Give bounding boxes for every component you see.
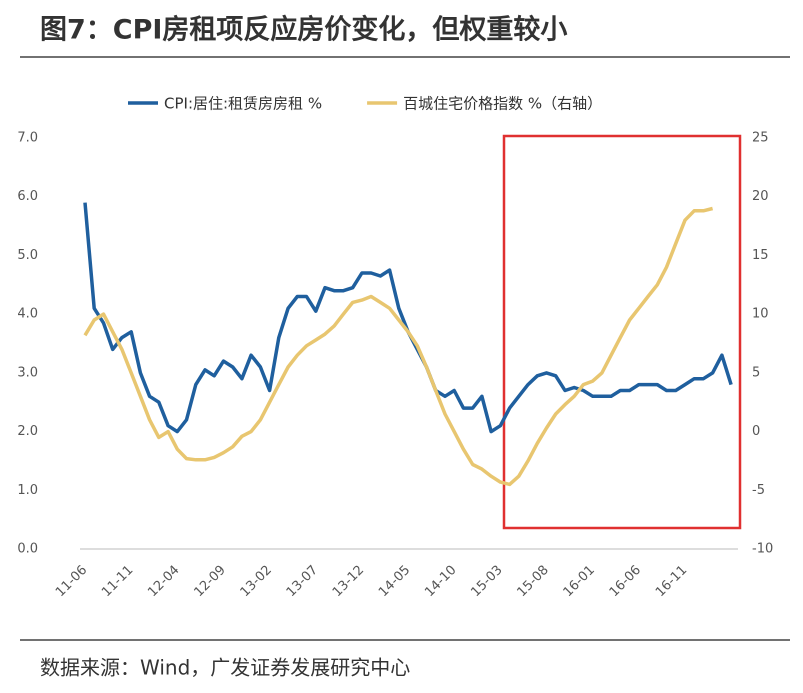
y2-tick-label: 0 [752, 424, 760, 439]
legend-label: 百城住宅价格指数 %（右轴） [403, 95, 602, 113]
y2-tick-label: -5 [752, 483, 765, 498]
x-tick-label: 15-08 [514, 563, 551, 600]
legend-label: CPI:居住:租赁房房租 % [164, 95, 322, 113]
y-tick-label: 3.0 [17, 365, 38, 380]
x-tick-label: 14-05 [376, 563, 413, 600]
y2-tick-label: -10 [752, 542, 773, 557]
y-tick-label: 4.0 [17, 307, 38, 322]
x-tick-label: 16-01 [561, 563, 598, 600]
y2-tick-label: 25 [752, 131, 769, 146]
x-tick-label: 13-12 [330, 563, 367, 600]
y-tick-label: 0.0 [17, 542, 38, 557]
source: 数据来源：Wind，广发证券发展研究中心 [40, 656, 410, 680]
chart-title: 图7：CPI房租项反应房价变化，但权重较小 [40, 14, 567, 46]
x-tick-label: 13-02 [238, 563, 275, 600]
highlight-box [502, 134, 742, 530]
x-tick-label: 11-11 [99, 563, 136, 600]
y-tick-label: 6.0 [17, 189, 38, 204]
x-tick-label: 16-11 [653, 563, 690, 600]
x-tick-label: 16-06 [607, 563, 644, 600]
y2-tick-label: 10 [752, 307, 769, 322]
x-tick-label: 11-06 [53, 563, 90, 600]
x-tick-label: 12-04 [145, 563, 182, 600]
y2-tick-label: 5 [752, 365, 760, 380]
y2-tick-label: 15 [752, 248, 769, 263]
y2-tick-label: 20 [752, 189, 769, 204]
x-tick-label: 14-10 [422, 563, 459, 600]
y-tick-label: 1.0 [17, 483, 38, 498]
y-tick-label: 7.0 [17, 131, 38, 146]
series-line [83, 206, 714, 487]
y-tick-label: 5.0 [17, 248, 38, 263]
series-line [83, 202, 733, 434]
x-tick-label: 15-03 [468, 563, 505, 600]
x-tick-label: 13-07 [284, 563, 321, 600]
y-tick-label: 2.0 [17, 424, 38, 439]
x-tick-label: 12-09 [191, 563, 228, 600]
